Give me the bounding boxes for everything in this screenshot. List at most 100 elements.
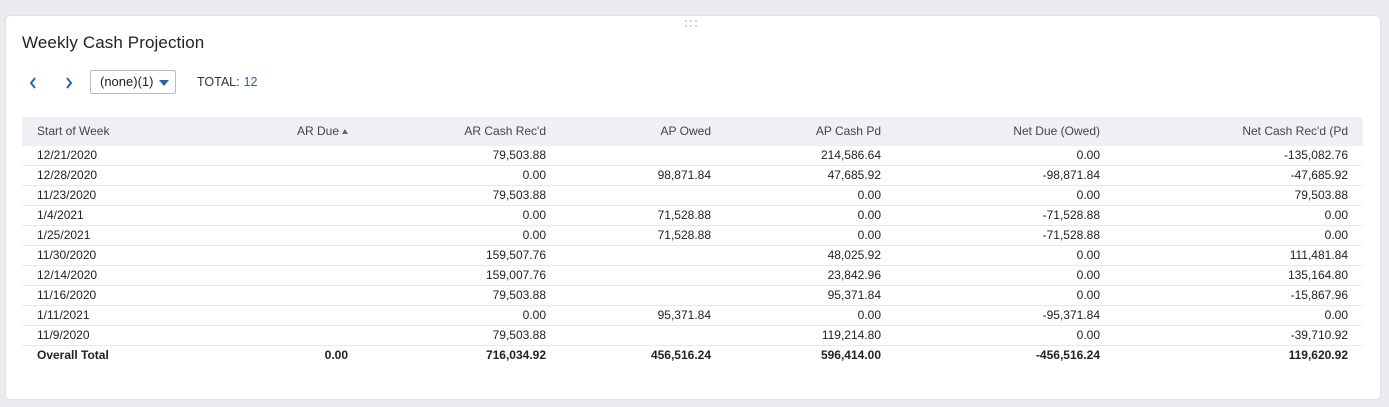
cell-ar-due: [222, 306, 348, 325]
cell-ap-cash-pd: 0.00: [857, 228, 881, 242]
cell-start-of-week: 11/23/2020: [37, 188, 97, 202]
cell-ap-owed: 98,871.84: [657, 168, 711, 182]
total-label: TOTAL:: [197, 75, 240, 89]
cell-net-cash-recd-pd: 135,164.80: [1287, 268, 1348, 282]
table-row[interactable]: 1/4/2021 0.00 71,528.88 0.00 -71,528.88 0.00: [22, 206, 1363, 226]
previous-page-button[interactable]: [23, 70, 43, 96]
cell-ap-cash-pd: 23,842.96: [827, 268, 881, 282]
cell-ap-cash-pd: 95,371.84: [827, 288, 881, 302]
total-count-value: 12: [243, 75, 258, 89]
toolbar: (none)(1) TOTAL: 12: [22, 70, 422, 96]
cell-ap-owed: [552, 146, 711, 165]
weekly-cash-projection-portlet: Weekly Cash Projection (none)(1) TOTAL: 1…: [6, 16, 1380, 399]
table-row[interactable]: 11/30/2020 159,507.76 48,025.92 0.00 111,481…: [22, 246, 1363, 266]
cell-net-cash-recd-pd: 0.00: [1324, 228, 1348, 242]
cell-net-cash-recd-pd: 79,503.88: [1294, 188, 1348, 202]
cell-ap-cash-pd: 0.00: [857, 308, 881, 322]
cell-start-of-week: 11/9/2020: [37, 328, 90, 342]
cell-ap-owed: [552, 326, 711, 345]
total-ar-due: 0.00: [324, 348, 348, 362]
cell-start-of-week: 11/30/2020: [37, 248, 97, 262]
column-header-ar-due[interactable]: AR Due: [222, 117, 348, 146]
cell-ap-cash-pd: 47,685.92: [827, 168, 881, 182]
cell-ap-owed: [552, 286, 711, 305]
total-ap-owed: 456,516.24: [650, 348, 711, 362]
cell-net-cash-recd-pd: -15,867.96: [1290, 288, 1348, 302]
cell-ap-cash-pd: 119,214.80: [821, 328, 881, 342]
table-row[interactable]: 1/11/2021 0.00 95,371.84 0.00 -95,371.84 0.00: [22, 306, 1363, 326]
cell-net-due-owed: -71,528.88: [1042, 208, 1100, 222]
total-net-cash-recd-pd: 119,620.92: [1288, 348, 1348, 362]
cell-start-of-week: 12/14/2020: [37, 268, 98, 282]
cell-ap-owed: 71,528.88: [657, 208, 711, 222]
column-header-ar-due-label: AR Due: [296, 124, 339, 138]
table-row[interactable]: 12/14/2020 159,007.76 23,842.96 0.00 135,164…: [22, 266, 1363, 286]
cell-ar-cash-recd: 79,503.88: [492, 188, 546, 202]
next-page-button[interactable]: [59, 70, 79, 96]
cell-ar-cash-recd: 0.00: [522, 208, 546, 222]
cell-ap-owed: 95,371.84: [657, 308, 711, 322]
caret-down-icon: [159, 80, 169, 86]
cell-net-due-owed: 0.00: [1076, 188, 1100, 202]
column-header-ap-cash-pd[interactable]: AP Cash Pd: [815, 124, 881, 138]
cell-ar-due: [222, 186, 348, 205]
column-header-ar-cash-recd[interactable]: AR Cash Rec'd: [464, 124, 546, 138]
table-header: Start of Week AR Due AR Cash Rec'd AP Ow…: [22, 117, 1363, 146]
cell-ap-owed: 71,528.88: [657, 228, 711, 242]
cell-net-due-owed: -71,528.88: [1042, 228, 1100, 242]
cell-ar-cash-recd: 159,007.76: [485, 268, 546, 282]
chevron-left-icon: [29, 77, 36, 89]
cell-ar-due: [222, 246, 348, 265]
column-header-net-due-owed[interactable]: Net Due (Owed): [1013, 124, 1100, 138]
total-count: TOTAL: 12: [197, 75, 258, 89]
table-row[interactable]: 11/9/2020 79,503.88 119,214.80 0.00 -39,710.…: [22, 326, 1363, 346]
cell-net-cash-recd-pd: 0.00: [1324, 208, 1348, 222]
cell-start-of-week: 12/28/2020: [37, 168, 98, 182]
cell-net-due-owed: 0.00: [1076, 268, 1100, 282]
cell-net-due-owed: 0.00: [1076, 248, 1100, 262]
cell-ap-owed: [552, 266, 711, 285]
table-row[interactable]: 11/23/2020 79,503.88 0.00 0.00 79,503.88: [22, 186, 1363, 206]
cell-net-cash-recd-pd: -39,710.92: [1290, 328, 1348, 342]
cell-ar-due: [222, 286, 348, 305]
overall-total-row: Overall Total 0.00 716,034.92 456,516.24…: [22, 346, 1363, 366]
total-ar-cash-recd: 716,034.92: [485, 348, 546, 362]
cell-net-cash-recd-pd: 111,481.84: [1289, 248, 1348, 262]
projection-table: Start of Week AR Due AR Cash Rec'd AP Ow…: [22, 117, 1363, 366]
cell-ar-due: [222, 226, 348, 245]
total-ap-cash-pd: 596,414.00: [820, 348, 881, 362]
cell-ar-cash-recd: 0.00: [522, 168, 546, 182]
filter-dropdown-value: (none)(1): [100, 74, 154, 89]
table-row[interactable]: 11/16/2020 79,503.88 95,371.84 0.00 -15,867.…: [22, 286, 1363, 306]
chevron-right-icon: [66, 77, 73, 89]
column-header-start-of-week[interactable]: Start of Week: [37, 124, 110, 138]
cell-ar-cash-recd: 79,503.88: [492, 148, 546, 162]
cell-ar-due: [222, 166, 348, 185]
cell-ar-cash-recd: 159,507.76: [485, 248, 546, 262]
cell-ap-cash-pd: 0.00: [857, 188, 881, 202]
table-body: 12/21/2020 79,503.88 214,586.64 0.00 -135,08…: [22, 146, 1363, 346]
cell-start-of-week: 12/21/2020: [37, 148, 98, 162]
filter-dropdown[interactable]: (none)(1): [90, 70, 176, 94]
cell-ar-due: [222, 326, 348, 345]
cell-ap-owed: [552, 186, 711, 205]
cell-ap-cash-pd: 0.00: [857, 208, 881, 222]
column-header-ap-owed[interactable]: AP Owed: [660, 124, 711, 138]
column-header-net-cash-recd-pd[interactable]: Net Cash Rec'd (Pd: [1242, 124, 1348, 138]
cell-start-of-week: 11/16/2020: [37, 288, 97, 302]
cell-net-due-owed: -98,871.84: [1042, 168, 1100, 182]
cell-ar-cash-recd: 0.00: [522, 228, 546, 242]
cell-ar-cash-recd: 0.00: [522, 308, 546, 322]
cell-net-due-owed: -95,371.84: [1042, 308, 1100, 322]
cell-ar-cash-recd: 79,503.88: [492, 328, 546, 342]
cell-ap-cash-pd: 214,586.64: [820, 148, 881, 162]
table-row[interactable]: 12/28/2020 0.00 98,871.84 47,685.92 -98,871.…: [22, 166, 1363, 186]
cell-net-cash-recd-pd: -47,685.92: [1290, 168, 1348, 182]
table-row[interactable]: 12/21/2020 79,503.88 214,586.64 0.00 -135,08…: [22, 146, 1363, 166]
cell-start-of-week: 1/4/2021: [37, 208, 84, 222]
total-label-cell: Overall Total: [37, 348, 109, 362]
drag-handle-icon[interactable]: [685, 20, 699, 30]
table-row[interactable]: 1/25/2021 0.00 71,528.88 0.00 -71,528.88 0.00: [22, 226, 1363, 246]
cell-ar-due: [222, 146, 348, 165]
cell-ar-due: [222, 266, 348, 285]
